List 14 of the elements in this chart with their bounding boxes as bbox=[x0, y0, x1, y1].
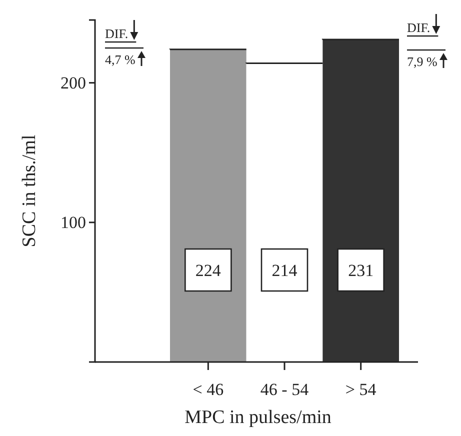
data-label: 231 bbox=[348, 261, 374, 280]
y-tick-label: 200 bbox=[60, 73, 86, 92]
y-axis-title: SCC in ths./ml bbox=[19, 134, 40, 248]
data-label: 224 bbox=[195, 261, 222, 280]
data-label: 214 bbox=[272, 261, 298, 280]
x-tick-label: 46 - 54 bbox=[260, 380, 310, 400]
x-tick-label: < 46 bbox=[192, 380, 224, 400]
text: 7,9 % bbox=[407, 54, 438, 69]
y-tick-label: 100 bbox=[60, 212, 86, 232]
text: DIF. bbox=[105, 26, 128, 41]
x-axis-title: MPC in pulses/min bbox=[184, 407, 332, 428]
x-tick-label: > 54 bbox=[345, 380, 377, 400]
text: DIF. bbox=[407, 20, 430, 35]
text: 4,7 % bbox=[105, 52, 136, 67]
